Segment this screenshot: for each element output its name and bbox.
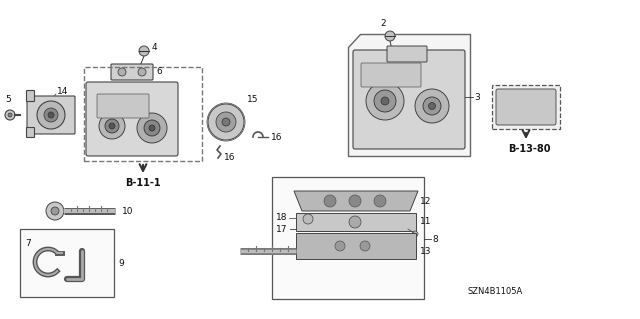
- Text: 5: 5: [5, 95, 11, 105]
- FancyBboxPatch shape: [387, 46, 427, 62]
- FancyBboxPatch shape: [86, 82, 178, 156]
- FancyBboxPatch shape: [26, 91, 35, 101]
- Circle shape: [137, 113, 167, 143]
- Text: 16: 16: [271, 133, 282, 143]
- Text: 13: 13: [420, 247, 431, 256]
- Text: 17: 17: [276, 225, 287, 234]
- Circle shape: [5, 110, 15, 120]
- Text: 6: 6: [156, 68, 162, 77]
- Circle shape: [335, 241, 345, 251]
- Text: B-13-80: B-13-80: [508, 144, 550, 154]
- Circle shape: [105, 119, 119, 133]
- FancyBboxPatch shape: [361, 63, 421, 87]
- Circle shape: [138, 68, 146, 76]
- Text: 15: 15: [247, 94, 259, 103]
- Circle shape: [374, 90, 396, 112]
- Circle shape: [412, 231, 418, 237]
- FancyBboxPatch shape: [27, 96, 75, 134]
- FancyBboxPatch shape: [20, 229, 114, 297]
- Text: 12: 12: [420, 197, 431, 205]
- Circle shape: [46, 202, 64, 220]
- FancyBboxPatch shape: [353, 50, 465, 149]
- Circle shape: [37, 101, 65, 129]
- FancyBboxPatch shape: [26, 128, 35, 137]
- FancyBboxPatch shape: [496, 89, 556, 125]
- Text: 16: 16: [224, 153, 236, 162]
- Text: 7: 7: [25, 239, 31, 248]
- Circle shape: [360, 241, 370, 251]
- Circle shape: [385, 31, 395, 41]
- Text: 4: 4: [152, 43, 157, 53]
- Circle shape: [216, 112, 236, 132]
- Circle shape: [51, 207, 59, 215]
- Text: B-11-1: B-11-1: [125, 178, 161, 188]
- Circle shape: [374, 195, 386, 207]
- Text: 10: 10: [122, 206, 134, 216]
- FancyBboxPatch shape: [272, 177, 424, 299]
- FancyBboxPatch shape: [492, 85, 560, 129]
- Text: 11: 11: [420, 218, 431, 226]
- Circle shape: [429, 102, 435, 109]
- Circle shape: [303, 214, 313, 224]
- Text: 18: 18: [276, 212, 287, 221]
- Polygon shape: [348, 34, 470, 156]
- Circle shape: [8, 113, 12, 117]
- Circle shape: [222, 118, 230, 126]
- Circle shape: [349, 195, 361, 207]
- Circle shape: [99, 113, 125, 139]
- Text: 2: 2: [380, 19, 386, 28]
- Circle shape: [381, 97, 389, 105]
- Circle shape: [366, 82, 404, 120]
- Circle shape: [208, 104, 244, 140]
- Circle shape: [149, 125, 155, 131]
- Polygon shape: [296, 213, 416, 231]
- Circle shape: [109, 123, 115, 129]
- Polygon shape: [296, 233, 416, 259]
- Text: 14: 14: [57, 87, 68, 97]
- Circle shape: [324, 195, 336, 207]
- Text: SZN4B1105A: SZN4B1105A: [468, 286, 524, 295]
- Text: 9: 9: [118, 258, 124, 268]
- Circle shape: [415, 89, 449, 123]
- Circle shape: [139, 46, 149, 56]
- Circle shape: [144, 120, 160, 136]
- Text: 8: 8: [432, 234, 438, 243]
- Polygon shape: [294, 191, 418, 211]
- Circle shape: [44, 108, 58, 122]
- Text: 3: 3: [474, 93, 480, 101]
- FancyBboxPatch shape: [111, 64, 153, 80]
- Circle shape: [349, 216, 361, 228]
- Circle shape: [118, 68, 126, 76]
- Circle shape: [423, 97, 441, 115]
- Circle shape: [48, 112, 54, 118]
- FancyBboxPatch shape: [97, 94, 149, 118]
